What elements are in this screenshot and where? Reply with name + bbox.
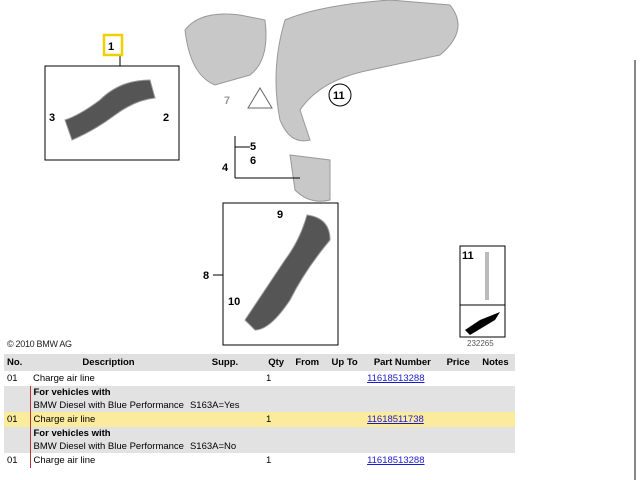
callout-2[interactable]: 2 [163, 112, 169, 124]
callout-1[interactable]: 1 [108, 41, 114, 53]
table-header: No. Description Supp. Qty From Up To Par… [4, 354, 515, 371]
callout-10[interactable]: 10 [228, 296, 240, 308]
callout-9[interactable]: 9 [277, 209, 283, 221]
col-no: No. [4, 354, 30, 371]
col-notes: Notes [475, 354, 515, 371]
row-no: 01 [4, 412, 30, 427]
callout-1-highlight[interactable] [102, 33, 124, 57]
callout-8[interactable]: 8 [203, 270, 209, 282]
table-row-highlighted: 01 Charge air line 1 11618511738 [4, 412, 515, 427]
hose-detail-box [44, 65, 180, 161]
condition-text: BMW Diesel with Blue Performance [29, 399, 187, 412]
row-qty: 1 [262, 371, 290, 386]
scrollbar[interactable] [634, 60, 636, 480]
lower-hose-detail-box [222, 202, 339, 346]
inset-callout-11: 11 [462, 250, 474, 262]
callout-7[interactable]: 7 [224, 95, 230, 107]
callout-3[interactable]: 3 [49, 112, 55, 124]
col-from: From [289, 354, 326, 371]
bolt-inset-box [459, 245, 506, 338]
row-desc: Charge air line [29, 412, 187, 427]
callout-4[interactable]: 4 [222, 162, 229, 174]
condition-title: For vehicles with [29, 427, 187, 440]
bolt-illustration [485, 252, 489, 300]
callout-5[interactable]: 5 [250, 141, 256, 153]
row-qty: 1 [262, 453, 290, 468]
copyright: © 2010 BMW AG [7, 339, 72, 349]
direction-arrow-icon [465, 312, 500, 335]
turbo-manifold-illustration [64, 0, 459, 331]
col-upto: Up To [325, 354, 365, 371]
row-desc: Charge air line [29, 453, 187, 468]
row-no: 01 [4, 371, 30, 386]
condition-row: For vehicles with [4, 427, 515, 440]
part-number-link[interactable]: 11618511738 [367, 414, 424, 425]
col-description: Description [30, 354, 187, 371]
callout-11[interactable]: 11 [333, 90, 345, 102]
col-part-number: Part Number [364, 354, 441, 371]
parts-diagram: 1 2 3 4 5 6 7 8 9 10 11 11 [44, 0, 506, 346]
row-no: 01 [4, 453, 30, 468]
condition-row: For vehicles with [4, 386, 515, 399]
callout-11-circle [328, 83, 352, 107]
parts-table: No. Description Supp. Qty From Up To Par… [4, 354, 515, 468]
warning-triangle-icon [247, 87, 273, 109]
row-desc: Charge air line [30, 371, 187, 386]
col-supp: Supp. [186, 354, 263, 371]
condition-text: BMW Diesel with Blue Performance [29, 440, 187, 453]
condition-supp: S163A=No [186, 440, 263, 453]
row-qty: 1 [262, 412, 290, 427]
table-row: 01 Charge air line 1 11618513288 [4, 453, 515, 468]
table-row: 01 Charge air line 1 11618513288 [4, 371, 515, 386]
col-qty: Qty [262, 354, 290, 371]
image-number: 232265 [467, 339, 494, 348]
part-number-link[interactable]: 11618513288 [367, 455, 425, 466]
condition-supp: S163A=Yes [186, 399, 263, 412]
callout-6[interactable]: 6 [250, 155, 256, 167]
part-number-link[interactable]: 11618513288 [367, 373, 425, 384]
col-price: Price [440, 354, 476, 371]
condition-title: For vehicles with [29, 386, 187, 399]
